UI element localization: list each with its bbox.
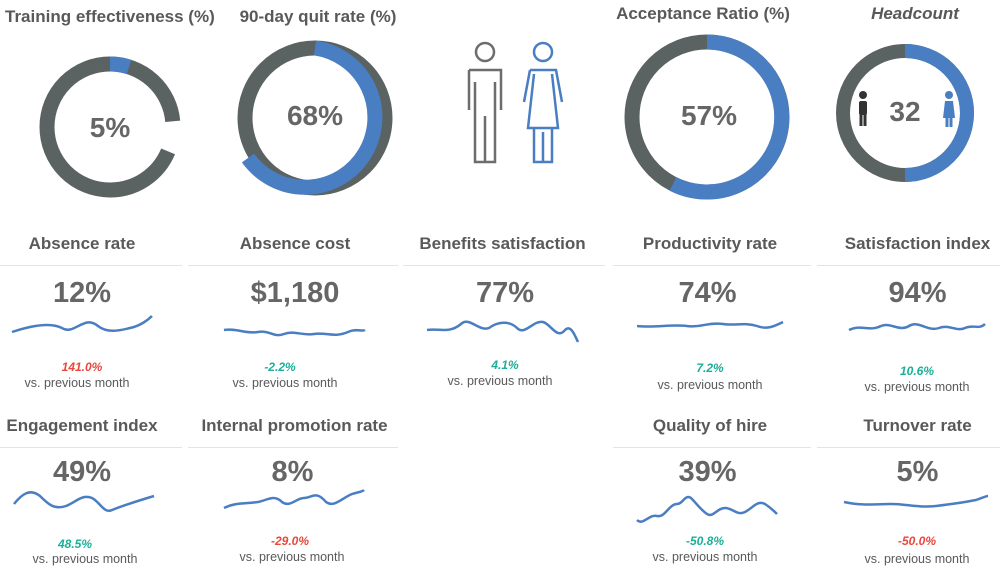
kpi-value-internal-promotion-rate: 8%	[271, 456, 314, 488]
kpi-divider	[613, 265, 811, 266]
kpi-title-engagement-index: Engagement index	[6, 416, 158, 435]
donut-value-arc	[109, 56, 132, 75]
kpi-title-turnover-rate: Turnover rate	[863, 416, 972, 435]
kpi-value-engagement-index: 49%	[52, 456, 112, 488]
donut-title-training-effectiveness: Training effectiveness (%)	[5, 7, 215, 26]
kpi-title-absence-rate: Absence rate	[28, 234, 136, 253]
donut-title-headcount: Headcount	[871, 4, 959, 23]
kpi-title-quality-of-hire: Quality of hire	[652, 416, 768, 435]
donut-title-acceptance-ratio: Acceptance Ratio (%)	[616, 4, 790, 23]
kpi-title-productivity-rate: Productivity rate	[642, 234, 778, 253]
kpi-divider	[0, 447, 182, 448]
kpi-value-quality-of-hire: 39%	[678, 456, 737, 488]
kpi-change-engagement-index: 48.5%	[57, 537, 93, 551]
kpi-change-internal-promotion-rate: -29.0%	[270, 534, 310, 548]
female-person-icon	[522, 41, 564, 164]
donut-90-day-quit-rate	[237, 40, 393, 196]
kpi-note-engagement-index: vs. previous month	[32, 552, 138, 566]
donut-title-90-day-quit-rate: 90-day quit rate (%)	[239, 7, 397, 26]
kpi-title-internal-promotion-rate: Internal promotion rate	[201, 416, 388, 435]
donut-value-headcount: 32	[889, 96, 921, 127]
donut-value-arc	[669, 34, 790, 200]
kpi-note-satisfaction-index: vs. previous month	[864, 380, 970, 394]
kpi-note-internal-promotion-rate: vs. previous month	[239, 550, 345, 564]
kpi-value-turnover-rate: 5%	[896, 456, 939, 488]
sparkline-engagement-index	[13, 491, 155, 513]
kpi-change-productivity-rate: 7.2%	[696, 361, 724, 375]
kpi-value-benefits-satisfaction: 77%	[475, 277, 535, 309]
kpi-note-benefits-satisfaction: vs. previous month	[447, 374, 553, 388]
kpi-divider	[817, 447, 1000, 448]
donut-value-acceptance-ratio: 57%	[680, 100, 738, 131]
kpi-change-absence-cost: -2.2%	[264, 360, 296, 374]
sparkline-benefits-satisfaction	[426, 320, 580, 343]
sparkline-satisfaction-index	[848, 323, 986, 332]
female-icon-small	[943, 91, 955, 127]
sparkline-absence-cost	[223, 328, 366, 337]
kpi-divider	[613, 447, 811, 448]
kpi-title-benefits-satisfaction: Benefits satisfaction	[419, 234, 586, 253]
kpi-divider	[403, 265, 605, 266]
kpi-change-turnover-rate: -50.0%	[897, 534, 937, 548]
sparkline-turnover-rate	[843, 494, 989, 508]
kpi-value-productivity-rate: 74%	[678, 277, 737, 309]
kpi-divider	[0, 265, 182, 266]
sparkline-quality-of-hire	[636, 495, 778, 523]
donut-value-training-effectiveness: 5%	[89, 112, 131, 143]
kpi-change-quality-of-hire: -50.8%	[685, 534, 725, 548]
donut-training-effectiveness	[39, 56, 181, 198]
kpi-note-turnover-rate: vs. previous month	[864, 552, 970, 566]
kpi-change-benefits-satisfaction: 4.1%	[491, 358, 519, 372]
kpi-note-absence-cost: vs. previous month	[232, 376, 338, 390]
donut-acceptance-ratio	[624, 34, 790, 200]
kpi-divider	[188, 265, 398, 266]
kpi-note-quality-of-hire: vs. previous month	[652, 550, 758, 564]
kpi-change-satisfaction-index: 10.6%	[899, 364, 935, 378]
sparkline-absence-rate	[11, 315, 153, 334]
donut-value-arc	[241, 40, 383, 195]
sparkline-internal-promotion-rate	[223, 489, 365, 510]
kpi-title-absence-cost: Absence cost	[239, 234, 351, 253]
sparkline-productivity-rate	[636, 320, 784, 329]
kpi-note-absence-rate: vs. previous month	[24, 376, 130, 390]
donut-value-arc	[904, 44, 974, 182]
donut-headcount	[836, 44, 974, 182]
kpi-value-absence-rate: 12%	[52, 277, 112, 309]
kpi-value-satisfaction-index: 94%	[888, 277, 947, 309]
kpi-title-satisfaction-index: Satisfaction index	[844, 234, 991, 253]
male-person-icon	[467, 41, 503, 164]
kpi-value-absence-cost: $1,180	[250, 277, 340, 309]
kpi-change-absence-rate: 141.0%	[61, 360, 103, 374]
kpi-note-productivity-rate: vs. previous month	[657, 378, 763, 392]
male-icon-small	[859, 91, 867, 126]
donut-value-90-day-quit-rate: 68%	[286, 100, 344, 131]
kpi-divider	[188, 447, 398, 448]
kpi-divider	[817, 265, 1000, 266]
